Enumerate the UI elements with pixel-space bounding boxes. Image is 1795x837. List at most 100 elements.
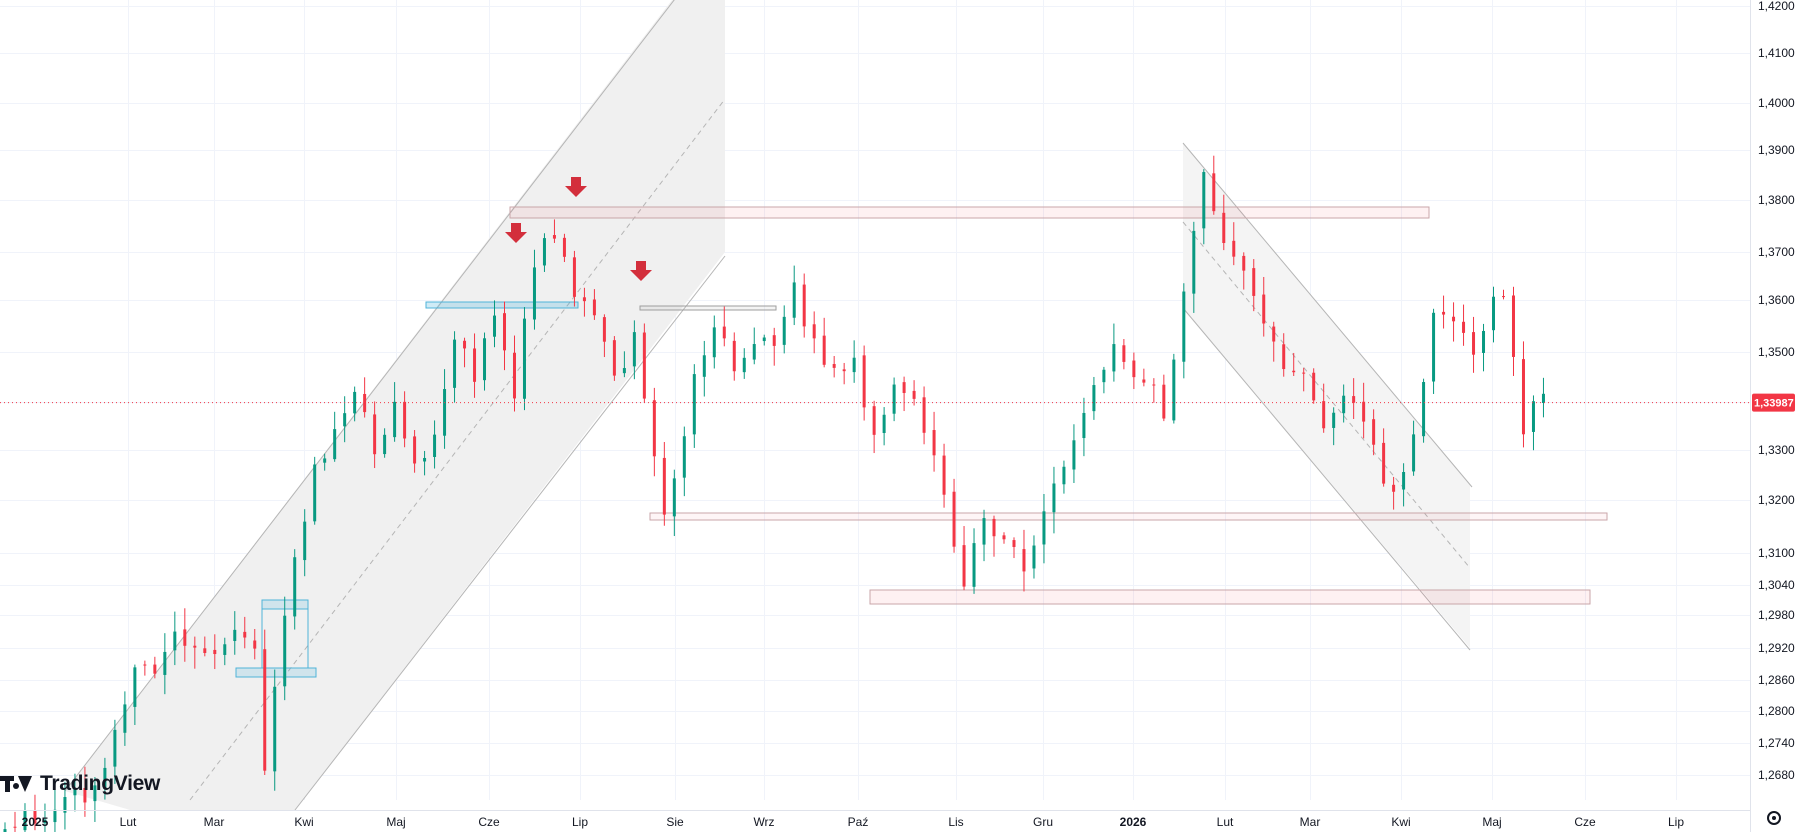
candle [1522, 341, 1525, 447]
candle-body [1532, 401, 1535, 432]
candle [903, 377, 906, 411]
candle-body [653, 400, 656, 456]
candle [893, 378, 896, 422]
candle-body [693, 374, 696, 434]
candle-body [1062, 467, 1065, 484]
price-tick-label: 1,35000 [1758, 345, 1795, 359]
candle-body [663, 458, 666, 515]
candle-body [1482, 331, 1485, 353]
support-zone-mid [650, 513, 1607, 520]
candle-body [1282, 344, 1285, 369]
candle-body [53, 810, 56, 822]
candle-body [313, 464, 316, 521]
price-tick-label: 1,36000 [1758, 293, 1795, 307]
candle-body [683, 436, 686, 477]
candle [1072, 424, 1075, 483]
candle-body [393, 402, 396, 437]
candle [1112, 324, 1115, 382]
candle-body [853, 358, 856, 372]
candle-body [983, 518, 986, 545]
candle-body [483, 338, 486, 380]
time-tick-label: Mar [204, 815, 225, 829]
candle-body [613, 340, 616, 375]
candle [1212, 156, 1215, 215]
candle-body [513, 353, 516, 399]
candle [963, 526, 966, 590]
candle-body [1092, 385, 1095, 411]
candle-body [403, 402, 406, 439]
candle-body [583, 297, 586, 301]
candle [753, 328, 756, 365]
gear-icon[interactable] [1767, 811, 1781, 825]
time-tick-label: Kwi [1391, 815, 1410, 829]
candle-body [1042, 511, 1045, 544]
candle-body [573, 257, 576, 297]
candle-body [453, 340, 456, 388]
tradingview-logo[interactable]: TradingView [0, 771, 160, 797]
candle-body [1422, 382, 1425, 436]
time-tick-label: Mar [1300, 815, 1321, 829]
candle [1152, 378, 1155, 403]
candle-body [1012, 540, 1015, 547]
candle [973, 528, 976, 594]
candle-body [233, 630, 236, 641]
candle [1172, 354, 1175, 424]
candle [1132, 353, 1135, 390]
time-tick-label: Paź [848, 815, 869, 829]
candle-body [1312, 373, 1315, 401]
candle-body [823, 336, 826, 365]
candle [763, 335, 766, 346]
candle [1142, 369, 1145, 387]
candle-body [943, 456, 946, 495]
candle-body [323, 458, 326, 462]
candle-body [883, 415, 886, 433]
candle [873, 401, 876, 453]
candle-body [893, 385, 896, 414]
time-tick-label: Lip [1668, 815, 1684, 829]
price-tick-label: 1,42000 [1758, 0, 1795, 13]
candle [793, 266, 796, 325]
candle [733, 332, 736, 380]
resistance-zone-top [510, 207, 1429, 218]
candle [1122, 339, 1125, 369]
candle-body [1072, 440, 1075, 469]
candle-body [833, 364, 836, 368]
candle-body [1292, 371, 1295, 372]
price-tick-label: 1,28000 [1758, 704, 1795, 718]
candle-body [243, 632, 246, 638]
candle-body [523, 319, 526, 399]
candle [993, 516, 996, 557]
price-axis[interactable]: 1,268001,274001,280001,286001,292001,298… [1751, 0, 1795, 832]
candle-body [953, 492, 956, 547]
candle [1432, 309, 1435, 394]
candle-body [1192, 231, 1195, 294]
candle-body [793, 282, 796, 317]
candle-body [1502, 296, 1505, 297]
candle [813, 311, 816, 353]
candle-body [743, 358, 746, 372]
candle-body [1302, 373, 1305, 374]
candle [1022, 530, 1025, 592]
candle-body [293, 557, 296, 616]
candle-body [433, 435, 436, 457]
price-tick-label: 1,27400 [1758, 736, 1795, 750]
time-tick-label: Lip [572, 815, 588, 829]
time-tick-label: Cze [1574, 815, 1596, 829]
candle-body [373, 414, 376, 454]
candle-body [163, 652, 166, 675]
candle [1502, 290, 1505, 300]
candle-body [253, 641, 256, 649]
candle-body [963, 545, 966, 586]
candle-body [1272, 327, 1275, 342]
time-tick-label: Wrz [753, 815, 774, 829]
candle-body [1162, 385, 1165, 419]
candle-body [13, 827, 16, 828]
candle [773, 328, 776, 366]
candle-body [493, 316, 496, 337]
candle [853, 340, 856, 383]
candle-body [353, 392, 356, 413]
candle-body [1542, 394, 1545, 403]
price-tick-label: 1,26800 [1758, 768, 1795, 782]
